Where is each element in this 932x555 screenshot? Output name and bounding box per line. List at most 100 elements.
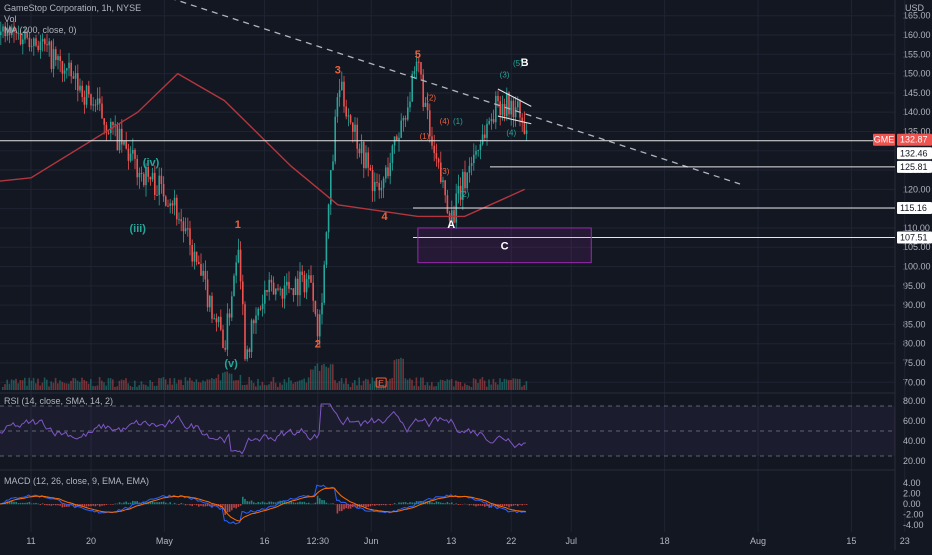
time-tick-label: May bbox=[156, 536, 174, 546]
macd-histogram-bar bbox=[251, 500, 253, 504]
volume-bar bbox=[134, 381, 136, 390]
volume-bar bbox=[330, 364, 332, 390]
candle-body bbox=[475, 151, 477, 155]
candle-body bbox=[81, 86, 83, 97]
macd-histogram-bar bbox=[326, 503, 328, 505]
candle-body bbox=[154, 173, 156, 195]
candle-body bbox=[235, 262, 237, 275]
macd-histogram-bar bbox=[231, 504, 233, 510]
candle-body bbox=[323, 265, 325, 303]
candle-body bbox=[271, 280, 273, 283]
volume-bar bbox=[358, 378, 360, 390]
volume-bar bbox=[431, 382, 433, 390]
macd-histogram-bar bbox=[132, 501, 134, 504]
macd-histogram-bar bbox=[447, 502, 449, 504]
macd-histogram-bar bbox=[499, 504, 501, 506]
wave-label: 5 bbox=[415, 49, 421, 61]
candle-body bbox=[139, 173, 141, 177]
rsi-tick-label: 60.00 bbox=[903, 416, 926, 426]
macd-histogram-bar bbox=[174, 503, 176, 504]
macd-histogram-bar bbox=[194, 504, 196, 505]
candle-body bbox=[310, 275, 312, 282]
volume-bar bbox=[88, 384, 90, 390]
candle-body bbox=[62, 61, 64, 74]
volume-bar bbox=[9, 384, 11, 390]
volume-bar bbox=[81, 378, 83, 390]
price-tick-label: 95.00 bbox=[903, 281, 926, 291]
volume-bar bbox=[449, 380, 451, 390]
volume-bar bbox=[53, 383, 55, 390]
volume-bar bbox=[444, 381, 446, 390]
volume-bar bbox=[292, 384, 294, 390]
volume-bar bbox=[369, 384, 371, 390]
volume-bar bbox=[200, 383, 202, 390]
candle-body bbox=[145, 167, 147, 185]
candle-body bbox=[101, 103, 103, 118]
macd-histogram-bar bbox=[26, 503, 28, 505]
volume-bar bbox=[422, 377, 424, 390]
macd-histogram-bar bbox=[15, 502, 17, 504]
candle-body bbox=[354, 125, 356, 132]
wave-label: (2) bbox=[460, 190, 470, 199]
candle-body bbox=[414, 71, 416, 74]
candle-body bbox=[64, 70, 66, 73]
volume-bar bbox=[405, 378, 407, 390]
macd-histogram-bar bbox=[370, 504, 372, 506]
volume-bar bbox=[427, 382, 429, 390]
candle-body bbox=[198, 262, 200, 264]
candle-body bbox=[99, 98, 101, 103]
volume-bar bbox=[171, 385, 173, 390]
volume-bar bbox=[97, 385, 99, 390]
volume-bar bbox=[68, 384, 70, 390]
volume-bar bbox=[110, 378, 112, 390]
volume-bar bbox=[356, 385, 358, 390]
macd-histogram-bar bbox=[323, 500, 325, 504]
macd-histogram-bar bbox=[376, 504, 378, 505]
price-tick-label: 160.00 bbox=[903, 30, 931, 40]
macd-histogram-bar bbox=[502, 504, 504, 506]
macd-histogram-bar bbox=[200, 504, 202, 506]
volume-bar bbox=[35, 383, 37, 390]
candle-body bbox=[350, 115, 352, 122]
candle-body bbox=[240, 250, 242, 282]
macd-histogram-bar bbox=[90, 504, 92, 506]
candle-body bbox=[279, 289, 281, 290]
volume-bar bbox=[218, 374, 220, 390]
candle-body bbox=[376, 182, 378, 183]
wave-label-sub: (1) bbox=[420, 132, 430, 141]
volume-bar bbox=[75, 378, 77, 390]
volume-bar bbox=[435, 386, 437, 390]
candle-body bbox=[187, 228, 189, 229]
macd-histogram-bar bbox=[257, 502, 259, 504]
volume-bar bbox=[145, 385, 147, 390]
macd-histogram-bar bbox=[381, 504, 383, 505]
candle-body bbox=[42, 39, 44, 41]
macd-histogram-bar bbox=[455, 503, 457, 504]
macd-histogram-bar bbox=[20, 503, 22, 504]
volume-bar bbox=[499, 378, 501, 390]
volume-bar bbox=[440, 380, 442, 390]
candle-body bbox=[308, 275, 310, 279]
candle-body bbox=[180, 219, 182, 221]
macd-histogram-bar bbox=[460, 504, 462, 505]
candle-body bbox=[486, 124, 488, 138]
candle-body bbox=[172, 203, 174, 205]
volume-bar bbox=[391, 378, 393, 390]
candle-body bbox=[290, 288, 292, 289]
candle-body bbox=[374, 182, 376, 191]
macd-histogram-bar bbox=[464, 504, 466, 505]
volume-bar bbox=[350, 387, 352, 390]
candle-body bbox=[337, 97, 339, 117]
volume-bar bbox=[288, 377, 290, 390]
candle-body bbox=[244, 304, 246, 359]
candle-body bbox=[359, 149, 361, 153]
macd-histogram-bar bbox=[163, 502, 165, 505]
volume-bar bbox=[433, 386, 435, 390]
volume-bar bbox=[517, 379, 519, 390]
candle-body bbox=[297, 279, 299, 295]
volume-bar bbox=[24, 378, 26, 390]
volume-bar bbox=[152, 382, 154, 390]
volume-bar bbox=[490, 385, 492, 390]
